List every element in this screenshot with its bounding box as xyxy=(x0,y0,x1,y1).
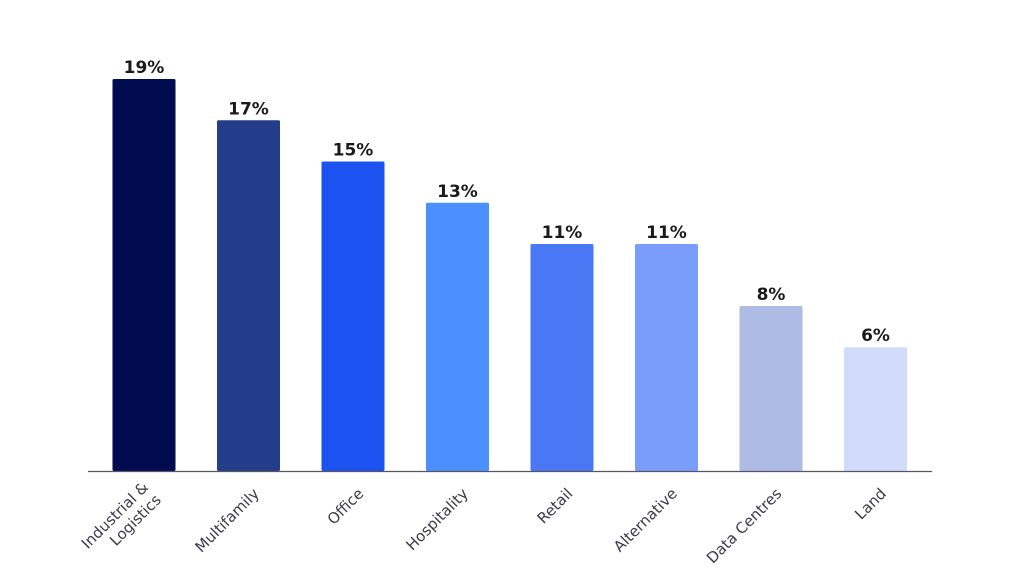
x-tick-label: Land xyxy=(851,485,890,524)
bar-value-label: 11% xyxy=(542,223,583,243)
bar xyxy=(844,347,907,471)
x-tick-label: Hospitality xyxy=(402,485,471,554)
value-labels-group: 19% 17% 15% 13% 11% 11% 8% 6% xyxy=(124,58,890,346)
x-tick-label-line: Alternative xyxy=(610,485,681,556)
bar xyxy=(739,305,803,471)
x-tick-label-line: Hospitality xyxy=(402,485,471,554)
x-tick-label-line: Land xyxy=(851,485,890,524)
bar xyxy=(321,161,385,472)
bar xyxy=(530,244,594,471)
bar xyxy=(635,244,698,471)
x-tick-label-line: Office xyxy=(324,485,368,529)
x-tick-label: Data Centres xyxy=(703,485,786,568)
bar-value-label: 15% xyxy=(333,141,374,161)
bars-group xyxy=(112,79,907,472)
x-tick-label: Alternative xyxy=(610,485,681,556)
x-tick-label: Multifamily xyxy=(191,485,262,556)
bar-value-label: 11% xyxy=(646,223,687,243)
x-tick-label-line: Multifamily xyxy=(191,485,262,556)
bar xyxy=(217,120,280,472)
bar-value-label: 6% xyxy=(861,326,890,346)
bar-value-label: 17% xyxy=(228,99,269,119)
x-tick-label: Office xyxy=(324,485,368,529)
bar-value-label: 13% xyxy=(437,182,478,202)
bar xyxy=(112,79,176,471)
x-tick-label: Retail xyxy=(534,485,577,528)
bar xyxy=(426,202,489,471)
bar-value-label: 8% xyxy=(757,285,786,305)
x-tick-label: Industrial &Logistics xyxy=(78,478,165,565)
x-tick-label-line: Retail xyxy=(534,485,577,528)
x-tick-labels-group: Industrial &Logistics Multifamily Office Ho… xyxy=(78,478,890,567)
bar-value-label: 19% xyxy=(124,58,165,78)
x-tick-label-line: Data Centres xyxy=(703,485,786,568)
